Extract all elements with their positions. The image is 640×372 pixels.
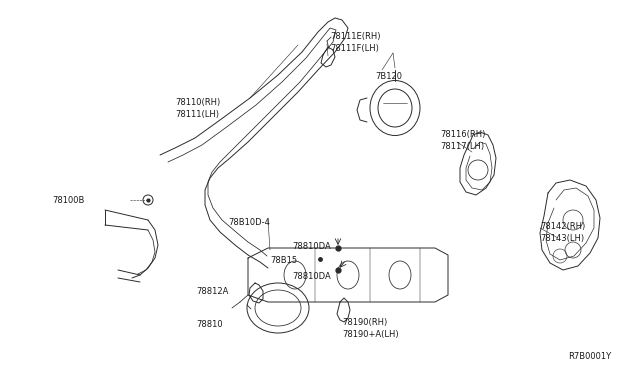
Text: 78111F(LH): 78111F(LH): [330, 44, 379, 53]
Text: 78812A: 78812A: [196, 287, 228, 296]
Text: 7B120: 7B120: [375, 72, 402, 81]
Text: 78B10D-4: 78B10D-4: [228, 218, 270, 227]
Text: 78B15: 78B15: [270, 256, 297, 265]
Text: 78143(LH): 78143(LH): [540, 234, 584, 243]
Text: 78116(RH): 78116(RH): [440, 130, 485, 139]
Text: 78142(RH): 78142(RH): [540, 222, 585, 231]
Text: R7B0001Y: R7B0001Y: [568, 352, 611, 361]
Text: 78117(LH): 78117(LH): [440, 142, 484, 151]
Text: 78110(RH): 78110(RH): [175, 98, 220, 107]
Text: 78111E(RH): 78111E(RH): [330, 32, 381, 41]
Text: 78190+A(LH): 78190+A(LH): [342, 330, 399, 339]
Text: 78810: 78810: [196, 320, 223, 329]
Text: 78810DA: 78810DA: [292, 272, 331, 281]
Text: 78810DA: 78810DA: [292, 242, 331, 251]
Text: 78100B: 78100B: [52, 196, 84, 205]
Text: 78190(RH): 78190(RH): [342, 318, 387, 327]
Text: 78111(LH): 78111(LH): [175, 110, 219, 119]
